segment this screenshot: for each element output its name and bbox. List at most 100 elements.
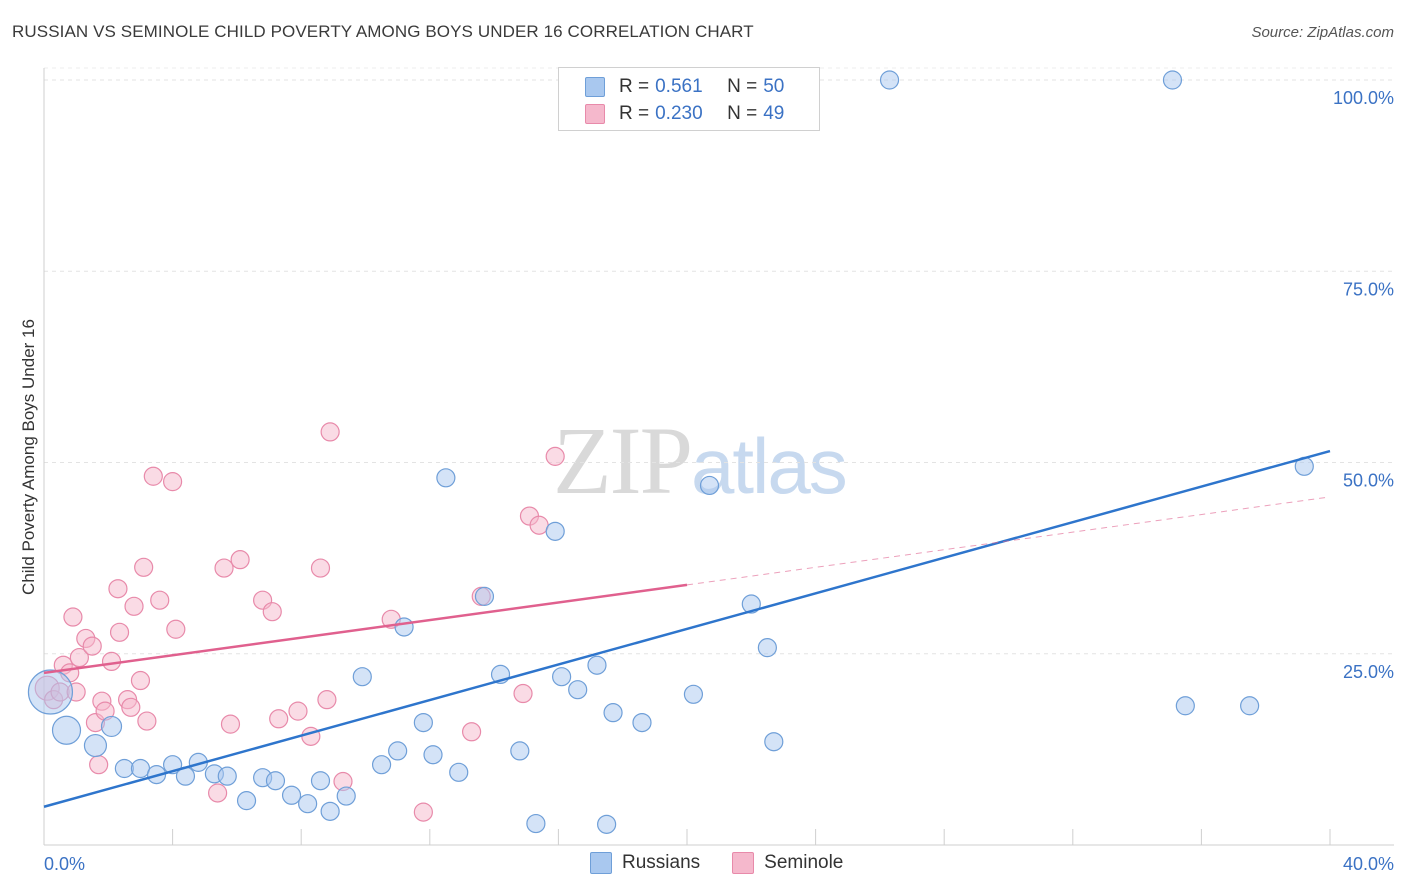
legend-n-value: 49: [763, 103, 785, 124]
seminole-point: [108, 579, 128, 599]
seminole-point: [214, 558, 234, 578]
seminole-point: [513, 683, 533, 704]
russians-point: [552, 667, 572, 687]
seminole-point: [150, 590, 170, 610]
russians-point: [1162, 70, 1183, 90]
russians-point: [265, 771, 286, 791]
russians-point: [741, 594, 761, 614]
legend-row-russians: R = 0.561 N = 50: [585, 74, 784, 100]
russians-point: [587, 655, 607, 675]
russians-point: [310, 771, 331, 791]
bottom-legend-seminole: Seminole: [732, 852, 843, 874]
russians-point: [683, 684, 704, 704]
russians-point: [236, 791, 257, 811]
bottom-legend: Russians Seminole: [590, 852, 875, 874]
russians-point: [114, 758, 134, 779]
russians-point: [51, 715, 82, 745]
bottom-legend-label-russians: Russians: [622, 852, 701, 873]
seminole-point: [137, 711, 157, 731]
watermark-atlas: atlas: [691, 422, 848, 510]
russians-point: [597, 814, 617, 834]
legend-n-label: N =: [727, 76, 758, 97]
seminole-point: [63, 607, 83, 627]
seminole-point: [529, 515, 549, 535]
chart-title: RUSSIAN VS SEMINOLE CHILD POVERTY AMONG …: [12, 22, 754, 41]
seminole-point: [166, 619, 186, 639]
watermark-zip: ZIP: [553, 407, 693, 514]
legend-swatch-russians: [585, 77, 605, 97]
seminole-point: [82, 636, 102, 656]
seminole-point: [320, 422, 340, 442]
seminole-point: [124, 596, 144, 616]
russians-point: [545, 521, 565, 541]
russians-point: [281, 785, 302, 805]
legend-r-value: 0.230: [655, 103, 703, 124]
russians-point: [526, 813, 546, 834]
seminole-point: [134, 557, 154, 577]
seminole-point: [262, 602, 282, 622]
seminole-point: [310, 558, 331, 578]
x-tick-label: 0.0%: [44, 854, 85, 874]
russians-point: [298, 794, 318, 814]
seminole-point: [109, 622, 130, 642]
y-tick-label: 25.0%: [1343, 662, 1394, 682]
legend-n-value: 50: [763, 76, 785, 97]
russians-point: [879, 70, 900, 90]
bottom-legend-label-seminole: Seminole: [764, 852, 844, 873]
y-tick-label: 50.0%: [1343, 471, 1394, 491]
seminole-point: [89, 755, 109, 775]
seminole-point: [317, 690, 337, 710]
y-axis-label: Child Poverty Among Boys Under 16: [19, 319, 38, 595]
russians-point: [27, 669, 74, 715]
russians-point: [1175, 696, 1195, 716]
russians-point: [632, 712, 652, 733]
russians-point: [474, 586, 495, 606]
seminole-point: [143, 466, 163, 486]
bottom-legend-swatch-russians: [590, 852, 612, 874]
legend-r-label: R =: [619, 76, 650, 97]
russians-point: [603, 703, 623, 723]
y-tick-label: 75.0%: [1343, 279, 1394, 299]
seminole-point: [163, 472, 183, 492]
seminole-point: [208, 783, 228, 803]
russians-point: [394, 617, 414, 637]
seminole-point: [230, 550, 250, 570]
legend-swatch-seminole: [585, 104, 605, 124]
legend: R = 0.561 N = 50 R = 0.230 N = 49: [558, 67, 820, 131]
seminole-point: [288, 701, 308, 721]
russians-point: [217, 766, 237, 786]
legend-row-seminole: R = 0.230 N = 49: [585, 101, 784, 127]
bottom-legend-swatch-seminole: [732, 852, 755, 874]
bottom-legend-russians: Russians: [590, 852, 700, 874]
russians-point: [388, 741, 408, 761]
russians-point: [699, 475, 720, 496]
russians-point: [436, 468, 456, 488]
seminole-point: [413, 802, 433, 822]
russians-point: [320, 801, 340, 821]
seminole-trend-line: [43, 583, 688, 675]
russians-point: [371, 755, 392, 775]
source-label: Source: ZipAtlas.com: [1251, 24, 1394, 41]
russians-point: [423, 745, 443, 765]
legend-r-value: 0.561: [655, 76, 703, 97]
russians-point: [1240, 696, 1260, 716]
seminole-point: [220, 714, 241, 734]
russians-point: [510, 741, 530, 761]
seminole-point: [130, 670, 151, 691]
russians-trend-line: [43, 449, 1331, 808]
russians-point: [100, 715, 123, 738]
russians-point: [449, 762, 469, 782]
seminole-point: [545, 446, 565, 466]
russians-point: [764, 732, 784, 752]
watermark: ZIPatlas: [553, 405, 848, 516]
seminole-point: [121, 697, 141, 717]
seminole-point: [461, 722, 482, 742]
seminole-trend-line-extension: [686, 496, 1331, 586]
russians-point: [413, 712, 433, 733]
y-tick-label: 100.0%: [1333, 88, 1394, 108]
seminole-point: [101, 651, 122, 672]
legend-r-label: R =: [619, 103, 650, 124]
russians-point: [83, 733, 108, 758]
seminole-point: [69, 647, 89, 668]
